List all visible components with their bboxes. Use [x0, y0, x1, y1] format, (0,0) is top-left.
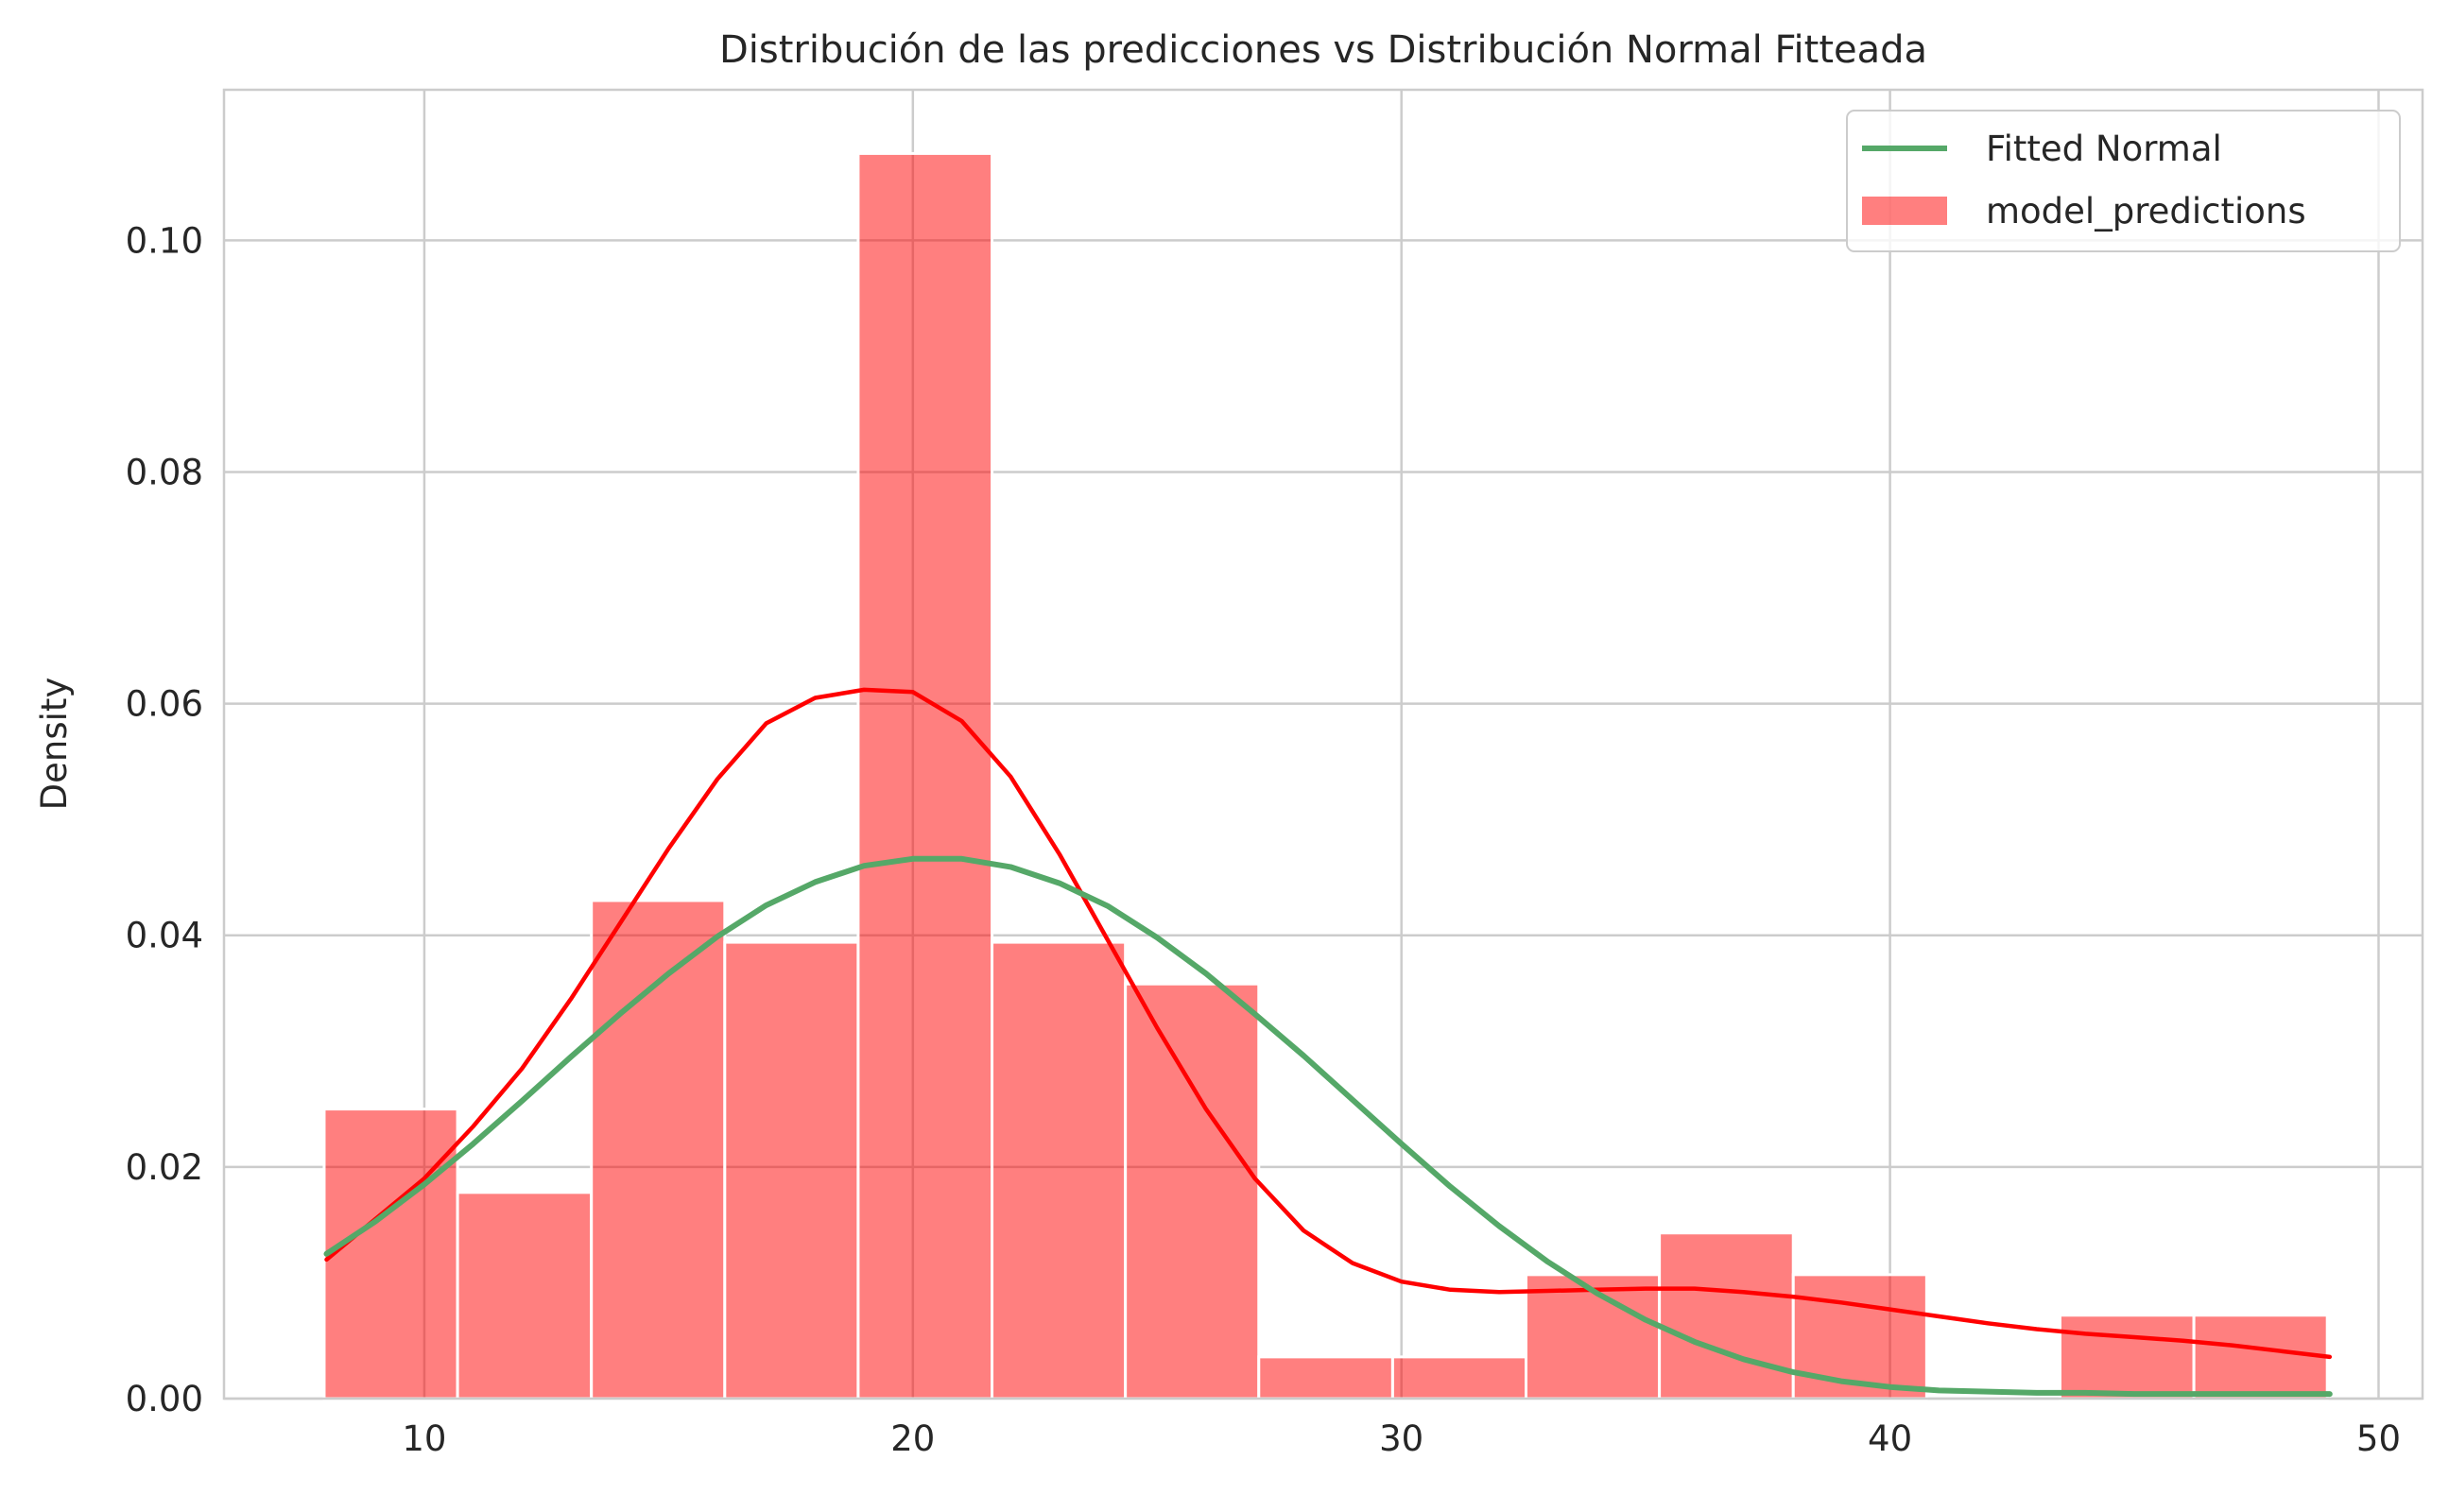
y-tick-label: 0.00 — [126, 1379, 203, 1419]
histogram-bar — [2058, 1314, 2196, 1400]
y-tick-label: 0.04 — [126, 916, 203, 956]
histogram-bar — [456, 1191, 594, 1400]
histogram-bar — [590, 899, 727, 1400]
histogram-bar — [1390, 1355, 1528, 1400]
histogram-bar — [991, 940, 1128, 1400]
legend-label-fitted-normal: Fitted Normal — [1986, 129, 2222, 169]
x-tick-label: 50 — [2356, 1418, 2401, 1459]
kde-curve — [324, 687, 2333, 1360]
legend-box — [1846, 110, 2401, 252]
y-tick-label: 0.02 — [126, 1147, 203, 1188]
legend-swatch-model-predictions — [1862, 197, 1947, 225]
legend: Fitted Normal model_predictions — [1846, 110, 2401, 252]
histogram-bar — [723, 940, 860, 1400]
histogram-bar — [1658, 1231, 1795, 1400]
x-tick-label: 30 — [1379, 1418, 1423, 1459]
curves — [323, 687, 2333, 1398]
fitted-normal-curve — [323, 855, 2333, 1398]
y-axis-label: Density — [34, 678, 75, 811]
histogram-bar — [1525, 1273, 1662, 1400]
x-tick-label: 20 — [890, 1418, 935, 1459]
y-tick-label: 0.10 — [126, 220, 203, 261]
histogram-bar — [1791, 1273, 1928, 1400]
tick-labels: 10 20 30 40 50 0.00 0.02 0.04 0.06 0.08 0.10 — [126, 220, 2401, 1459]
histogram-bar — [2192, 1314, 2329, 1400]
plot-frame — [222, 88, 2424, 1400]
histogram-bar — [1124, 982, 1261, 1400]
legend-label-model-predictions: model_predictions — [1986, 191, 2306, 232]
histogram-bar — [1257, 1355, 1394, 1400]
histogram-bar — [856, 151, 994, 1400]
y-tick-label: 0.08 — [126, 452, 203, 492]
histogram-bar — [322, 1108, 459, 1400]
x-tick-label: 40 — [1868, 1418, 1912, 1459]
x-tick-label: 10 — [402, 1418, 446, 1459]
y-tick-label: 0.06 — [126, 684, 203, 725]
histogram-bars — [322, 151, 2329, 1400]
chart-title: Distribución de las predicciones vs Dist… — [719, 28, 1927, 72]
